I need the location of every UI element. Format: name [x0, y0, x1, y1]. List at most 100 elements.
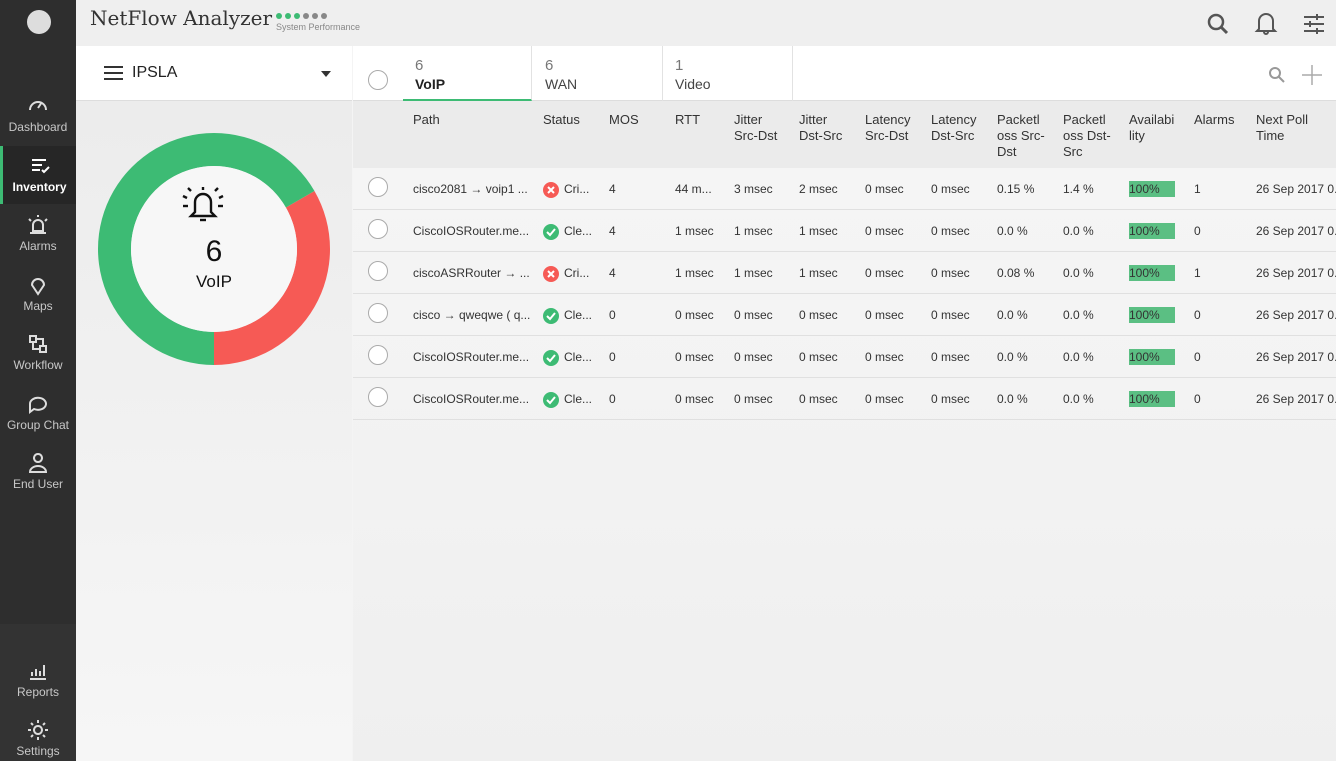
column-header-line: Path [413, 112, 440, 127]
status-dot [321, 13, 327, 19]
select-all[interactable] [368, 70, 388, 90]
table-row[interactable]: CiscoIOSRouter.me... Cle... 0 0 msec 0 msec 0… [353, 336, 1336, 378]
tab-label: VoIP [415, 76, 446, 92]
nav-icon-shape [30, 277, 46, 296]
avatar[interactable] [27, 10, 51, 34]
column-header[interactable]: Latency Dst-Src [931, 112, 977, 144]
table-cell: 2 msec [799, 182, 838, 196]
nav-label: End User [12, 477, 64, 491]
table-cell: 0.0 % [997, 308, 1028, 322]
nav-item[interactable]: Reports [0, 651, 76, 709]
status-dot [294, 13, 300, 19]
table-row[interactable]: cisco2081 → voip1 ... Cri... 4 44 m... 3 mse… [353, 168, 1336, 210]
availability-bar [1129, 223, 1175, 239]
table-cell: 0 msec [865, 224, 904, 238]
tab-search-icon[interactable] [1269, 67, 1285, 83]
column-header[interactable]: MOS [609, 112, 639, 128]
nav-item[interactable]: Alarms [0, 205, 76, 263]
row-checkbox[interactable] [368, 303, 388, 323]
column-header-line: Packetl [997, 112, 1040, 127]
column-header-line: Latency [931, 112, 977, 127]
availability-text: 100% [1129, 392, 1160, 406]
table-cell: 4 [609, 266, 616, 280]
nav-item[interactable]: Workflow [0, 324, 76, 382]
column-header-line: Availabi [1129, 112, 1175, 127]
table-row[interactable]: CiscoIOSRouter.me... Cle... 0 0 msec 0 msec 0… [353, 378, 1336, 420]
column-header[interactable]: Availabi lity [1129, 112, 1174, 144]
nav-icon-shape [28, 396, 47, 414]
column-header[interactable]: Alarms [1194, 112, 1234, 128]
alarm-icon [182, 187, 224, 222]
notification-icon[interactable] [1254, 11, 1278, 35]
row-checkbox[interactable] [368, 345, 388, 365]
nav-icon [31, 158, 50, 173]
nav-item[interactable]: Settings [0, 710, 76, 761]
tab[interactable]: 6 VoIP [403, 46, 532, 101]
tab-label: WAN [545, 76, 578, 92]
column-header[interactable]: Packetl oss Src- Dst [997, 112, 1045, 160]
status-icon-glyph [547, 270, 555, 278]
table-cell: 0 msec [799, 350, 838, 364]
table-row[interactable]: CiscoIOSRouter.me... Cle... 4 1 msec 1 msec 1… [353, 210, 1336, 252]
nav-label: Reports [16, 685, 60, 699]
table-cell: 0.0 % [1063, 308, 1094, 322]
status-icon-glyph [546, 396, 556, 405]
column-header[interactable]: Status [543, 112, 580, 128]
row-checkbox[interactable] [368, 387, 388, 407]
search-icon[interactable] [1206, 12, 1230, 36]
table-cell: 0 msec [931, 182, 970, 196]
column-header[interactable]: Jitter Dst-Src [799, 112, 842, 144]
nav-item[interactable]: End User [0, 443, 76, 501]
menu-icon[interactable] [104, 65, 124, 81]
availability-text: 100% [1129, 182, 1160, 196]
nav-item[interactable]: Maps [0, 265, 76, 323]
table-cell: 1 msec [734, 266, 773, 280]
column-header-line: oss Src- [997, 128, 1045, 143]
tab[interactable]: 1 Video [663, 46, 793, 101]
add-icon[interactable] [1301, 64, 1323, 86]
tab[interactable]: 6 WAN [533, 46, 663, 101]
settings-icon[interactable] [1302, 12, 1326, 36]
nav-item[interactable]: Group Chat [0, 384, 76, 442]
column-header-line: Status [543, 112, 580, 127]
donut-center [131, 166, 297, 332]
tab-count: 6 [545, 57, 554, 74]
column-header-line: Dst-Src [931, 128, 975, 143]
status-icon-circle [543, 224, 559, 240]
row-checkbox[interactable] [368, 261, 388, 281]
nav-item[interactable]: Dashboard [0, 86, 76, 144]
column-header[interactable]: Next Poll Time [1256, 112, 1336, 144]
dropdown-arrow[interactable] [321, 71, 331, 77]
table-row[interactable]: cisco → qweqwe ( q... Cle... 0 0 msec 0 msec… [353, 294, 1336, 336]
table-row[interactable]: ciscoASRRouter → ... Cri... 4 1 msec 1 msec 1… [353, 252, 1336, 294]
table-cell: 1 [1194, 266, 1201, 280]
nav-label: Group Chat [6, 417, 70, 432]
nav-icon [29, 335, 47, 353]
donut-segment [214, 191, 330, 365]
table-cell: CiscoIOSRouter.me... [413, 392, 530, 406]
status-icon [543, 350, 559, 366]
status-dot [285, 13, 291, 19]
column-header[interactable]: Latency Src-Dst [865, 112, 911, 144]
column-header-line: Src-Dst [865, 128, 909, 143]
nav-label: Alarms [19, 239, 57, 253]
row-checkbox[interactable] [368, 219, 388, 239]
table-cell: 0.0 % [997, 224, 1028, 238]
column-header[interactable]: Path [413, 112, 440, 128]
table-cell: 1 msec [734, 224, 773, 238]
column-header-line: Dst [997, 144, 1017, 159]
row-checkbox[interactable] [368, 177, 388, 197]
table-cell: 0 msec [931, 266, 970, 280]
nav-item[interactable]: Inventory [0, 145, 76, 204]
column-header[interactable]: Packetl oss Dst- Src [1063, 112, 1111, 160]
table-cell: 0 msec [865, 182, 904, 196]
table: Path Status MOS RTT Jitter Src-Dst Jitter Dst-S… [353, 101, 1336, 761]
table-cell: 26 Sep 2017 0... [1256, 308, 1336, 322]
table-cell: 0 msec [931, 392, 970, 406]
table-cell: 0 msec [865, 266, 904, 280]
availability-bar [1129, 181, 1175, 197]
column-header[interactable]: RTT [675, 112, 700, 128]
table-cell: cisco → qweqwe ( q... [413, 308, 531, 322]
column-header[interactable]: Jitter Src-Dst [734, 112, 777, 144]
panel-title[interactable]: IPSLA [132, 64, 178, 81]
